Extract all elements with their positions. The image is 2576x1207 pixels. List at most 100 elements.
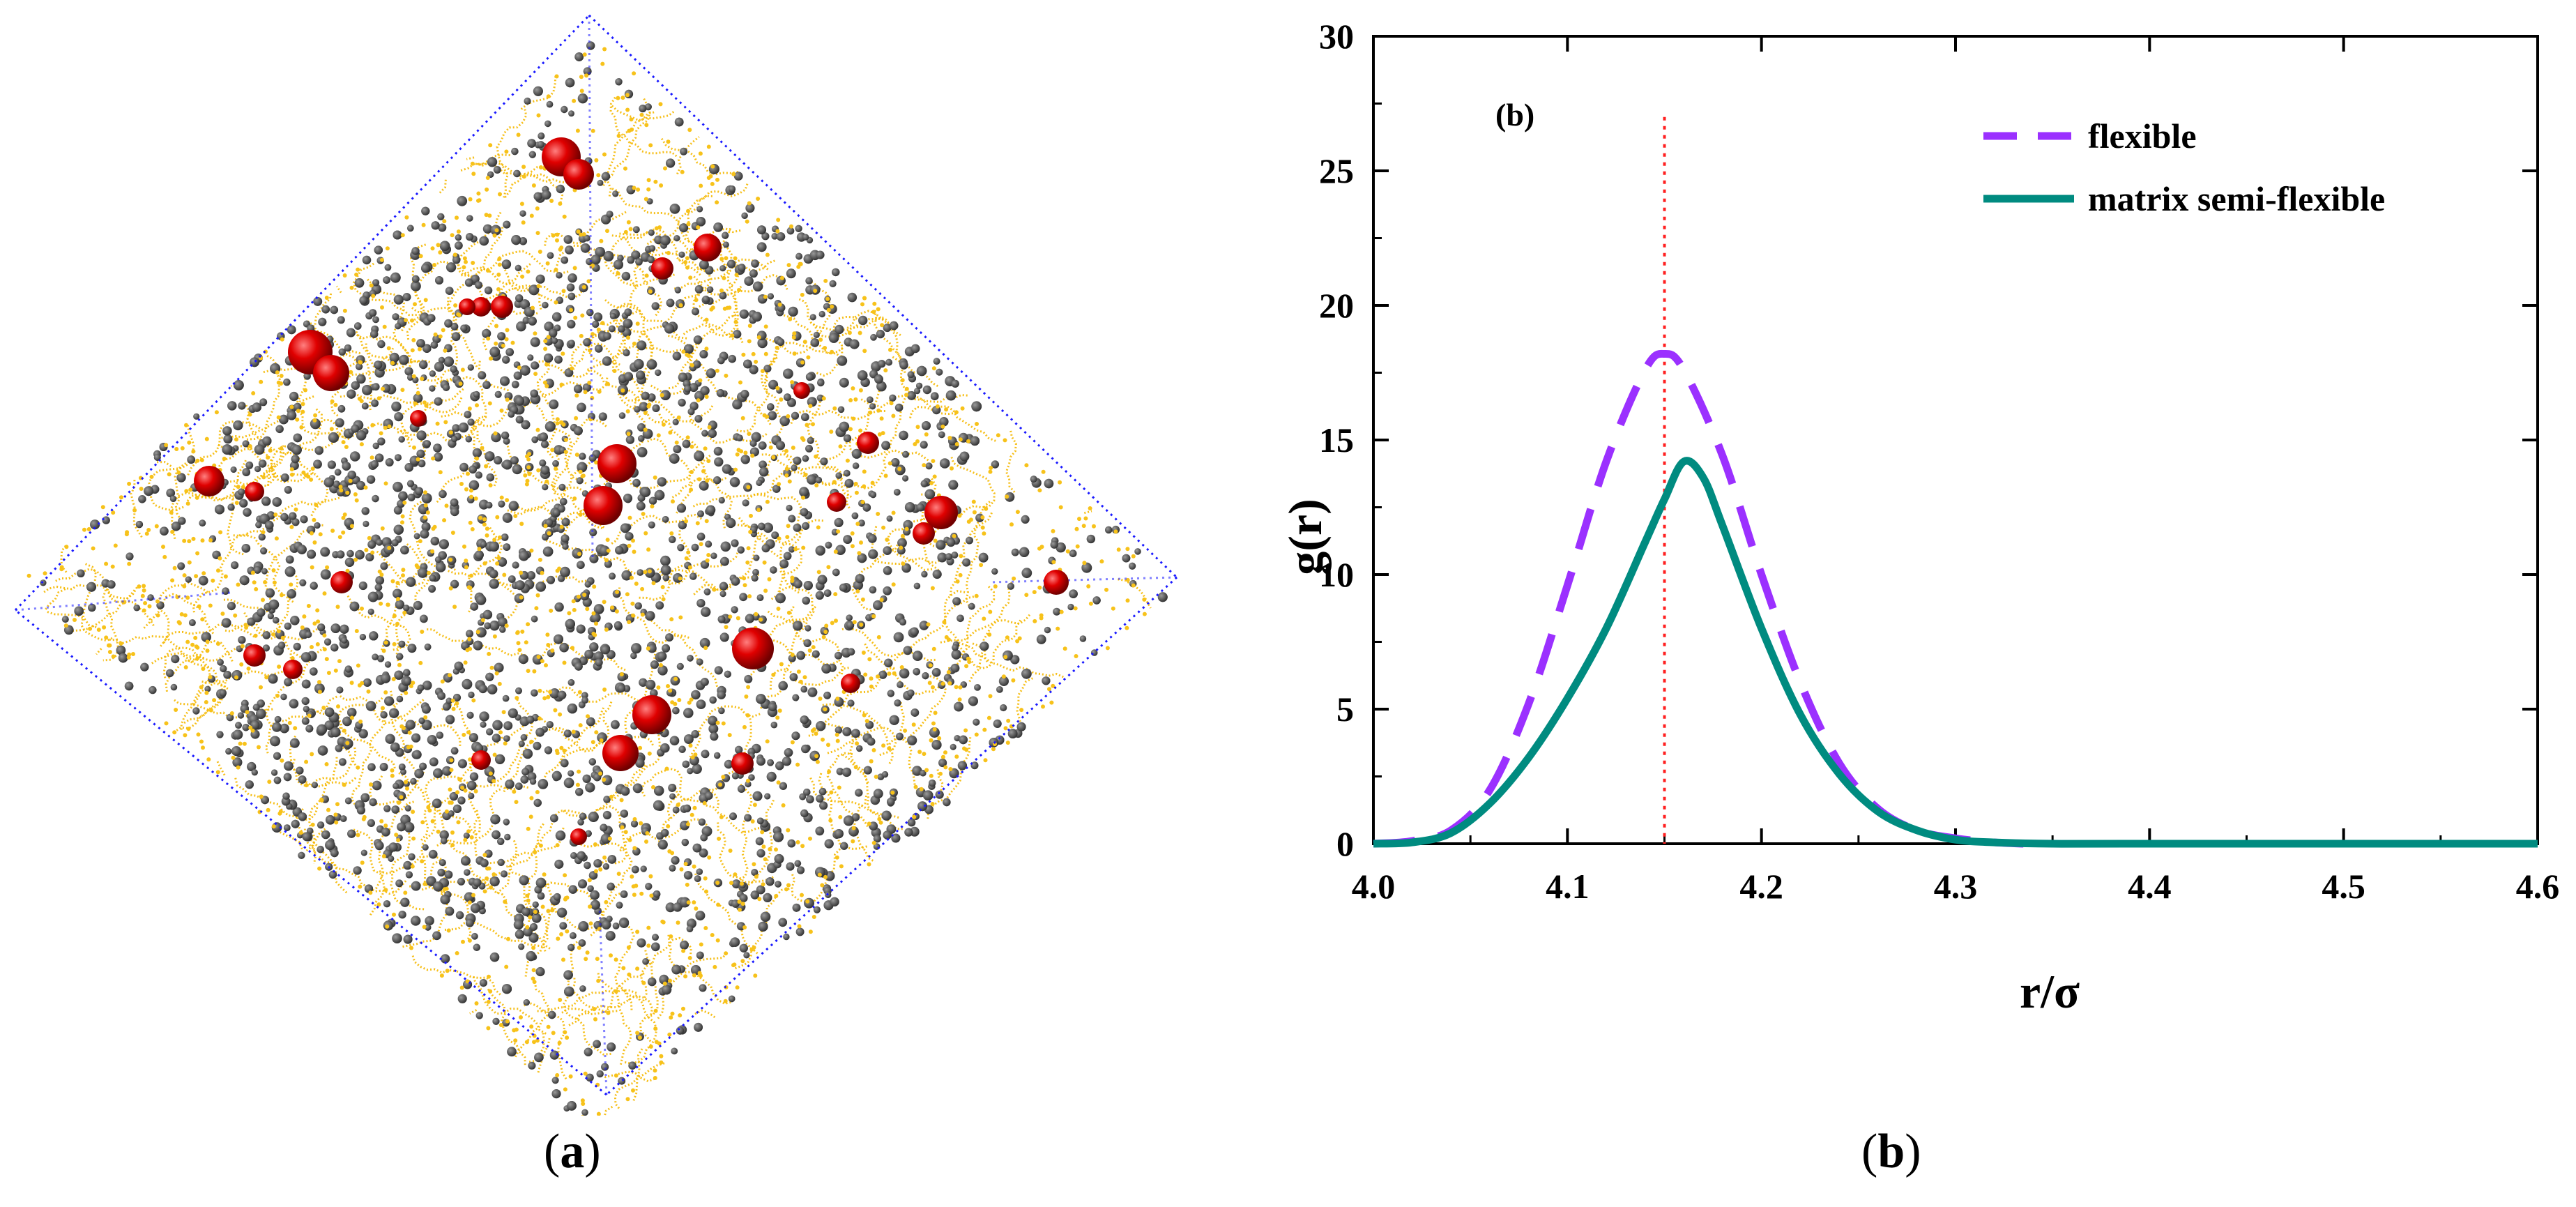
matrix-bead: [133, 604, 140, 612]
matrix-bead: [411, 247, 420, 255]
matrix-bead: [324, 707, 335, 718]
matrix-bead: [553, 893, 561, 901]
matrix-bead: [761, 232, 770, 241]
chain-bead: [506, 936, 510, 941]
matrix-bead: [684, 385, 692, 393]
matrix-bead: [662, 574, 670, 582]
matrix-bead: [272, 722, 282, 732]
chain-bead: [395, 621, 399, 626]
chain-bead: [737, 288, 742, 292]
matrix-bead: [818, 310, 825, 318]
polymer-chain: [243, 571, 299, 633]
matrix-bead: [639, 678, 648, 687]
matrix-bead: [657, 477, 667, 487]
polymer-chain: [673, 258, 770, 290]
chain-bead: [416, 565, 420, 570]
matrix-bead: [1053, 607, 1061, 616]
chain-bead: [943, 765, 948, 770]
chain-bead: [635, 321, 640, 326]
matrix-bead: [669, 453, 680, 464]
matrix-bead: [807, 687, 818, 697]
chain-bead: [247, 412, 252, 417]
matrix-bead: [432, 931, 441, 941]
matrix-bead: [943, 798, 951, 807]
matrix-bead: [528, 317, 537, 326]
matrix-bead: [398, 640, 406, 648]
chain-bead: [967, 660, 972, 665]
matrix-bead: [887, 798, 895, 806]
chain-bead: [561, 289, 566, 294]
matrix-bead: [314, 522, 321, 529]
matrix-bead: [744, 674, 753, 683]
chain-bead: [742, 925, 747, 929]
chain-bead: [563, 1030, 567, 1035]
chain-bead: [643, 531, 648, 536]
chain-bead: [475, 456, 479, 461]
chain-bead: [765, 252, 770, 257]
chain-bead: [465, 648, 470, 653]
chain-bead: [526, 898, 531, 903]
matrix-bead: [237, 712, 244, 719]
chain-bead: [698, 378, 703, 383]
matrix-bead: [634, 406, 641, 413]
polymer-chain: [1005, 429, 1017, 493]
matrix-bead: [540, 465, 550, 475]
chain-bead: [626, 432, 631, 437]
chain-bead: [303, 388, 307, 393]
matrix-bead: [389, 708, 399, 718]
chain-bead: [602, 152, 607, 157]
matrix-bead: [584, 649, 594, 659]
matrix-bead: [602, 356, 612, 366]
chain-bead: [974, 593, 979, 598]
chain-bead: [681, 349, 686, 354]
matrix-bead: [238, 488, 245, 496]
chain-bead: [312, 621, 317, 626]
chain-bead: [926, 622, 931, 627]
polymer-chain: [375, 543, 427, 586]
chain-bead: [409, 744, 413, 749]
chain-bead: [637, 1035, 642, 1040]
chain-bead: [667, 1032, 672, 1037]
polymer-chain: [968, 613, 1032, 683]
chain-bead: [341, 515, 346, 520]
matrix-bead: [204, 685, 211, 692]
matrix-bead: [222, 426, 232, 436]
matrix-bead: [508, 708, 518, 718]
matrix-bead: [855, 574, 865, 584]
chain-bead: [594, 621, 598, 626]
matrix-bead: [314, 446, 324, 455]
matrix-bead: [558, 483, 566, 491]
matrix-bead: [434, 556, 442, 563]
chain-bead: [703, 876, 708, 881]
chain-bead: [578, 723, 583, 728]
chain-bead: [559, 932, 564, 936]
matrix-bead: [779, 416, 790, 427]
matrix-bead: [829, 280, 837, 287]
matrix-bead: [349, 451, 360, 462]
matrix-bead: [590, 255, 601, 265]
matrix-bead: [899, 360, 908, 370]
matrix-bead: [227, 503, 235, 511]
matrix-bead: [907, 735, 917, 745]
chain-bead: [214, 410, 219, 415]
chain-bead: [851, 826, 856, 830]
chain-bead: [776, 218, 781, 222]
chain-bead: [252, 580, 257, 585]
chain-bead: [719, 288, 724, 293]
chain-bead: [613, 1073, 618, 1078]
chain-bead: [342, 308, 347, 313]
matrix-bead: [486, 728, 494, 736]
matrix-bead: [487, 684, 498, 694]
chain-bead: [418, 347, 422, 351]
matrix-bead: [922, 385, 932, 395]
chain-bead: [239, 662, 244, 667]
chain-bead: [897, 466, 902, 471]
matrix-bead: [968, 602, 975, 610]
chain-bead: [448, 586, 453, 591]
polymer-chain: [874, 310, 940, 388]
chain-bead: [124, 532, 129, 537]
polymer-chain: [305, 319, 358, 364]
matrix-bead: [635, 258, 643, 266]
chain-bead: [744, 694, 749, 699]
matrix-bead: [678, 372, 688, 382]
